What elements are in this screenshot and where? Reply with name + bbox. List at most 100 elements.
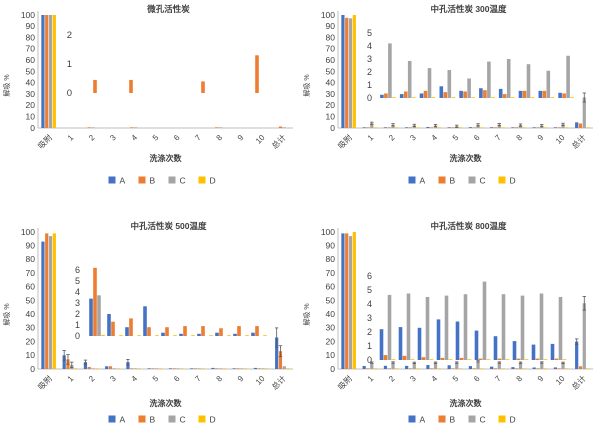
inset-bar-A-9	[538, 90, 543, 98]
x-tick-label: 总计	[569, 373, 587, 391]
y-tick-label: 80	[26, 254, 36, 264]
y-tick-label: 90	[26, 241, 36, 251]
inset-bar-A-1	[380, 94, 384, 98]
y-tick-label: 0	[330, 364, 335, 374]
x-tick-label: 2	[387, 374, 397, 384]
inset-tick-label: 2	[75, 309, 80, 319]
legend-label-B: B	[150, 415, 156, 425]
inset-bar-B-2	[403, 91, 408, 98]
inset-bar-D-7	[510, 97, 515, 98]
bar-D-1	[373, 127, 378, 128]
bar-D-吸附	[352, 232, 356, 369]
y-tick-label: 80	[326, 254, 336, 264]
inset-bar-C-10	[566, 55, 570, 98]
bar-C-总计	[282, 127, 286, 128]
inset-tick-label: 0	[367, 93, 372, 103]
legend-label-C: C	[480, 415, 486, 425]
inset-bar-D-7	[505, 359, 510, 360]
legend-label-B: B	[450, 176, 456, 186]
inset-tick-label: 4	[367, 41, 372, 51]
inset-bar-D-2	[119, 335, 123, 336]
inset-bar-C-4	[444, 295, 449, 360]
inset-bar-A-8	[512, 341, 517, 360]
bar-B-2	[87, 366, 91, 369]
bar-D-3	[416, 127, 420, 128]
bar-A-6	[468, 127, 473, 128]
inset-bar-D-6	[491, 97, 495, 98]
inset-bar-D-9	[245, 335, 249, 336]
bar-D-6	[480, 127, 484, 128]
x-tick-label: 吸附	[36, 373, 54, 391]
legend-swatch-C	[468, 176, 476, 184]
inset-tick-label: 5	[367, 285, 372, 295]
bar-C-7	[497, 362, 501, 369]
legend-swatch-A	[408, 176, 416, 184]
bar-B-1	[366, 127, 370, 128]
bar-A-7	[490, 127, 494, 128]
inset-bar-D-4	[451, 97, 456, 98]
y-tick-label: 70	[26, 268, 36, 278]
bar-D-4	[437, 127, 441, 128]
inset-bar-C-8	[520, 295, 525, 360]
chart-cell-1: 中孔活性炭 300温度 0 10 20 30 40 50 60 70 80 90 100 解吸 % 吸附 1…	[300, 0, 600, 217]
inset-bar-D-9	[550, 97, 555, 98]
inset-bar-B-10	[255, 326, 259, 336]
inset-bar-C-1	[388, 43, 392, 98]
bar-D-吸附	[52, 233, 56, 369]
inset-bar-C-10	[558, 297, 563, 360]
inset-bar-B-8	[201, 81, 205, 93]
bar-B-8	[215, 127, 219, 128]
bar-B-总计	[278, 351, 283, 369]
bar-A-8	[211, 367, 215, 369]
inset-bar-B-3	[129, 318, 133, 336]
bar-B-4	[130, 127, 134, 128]
bar-C-1	[370, 123, 374, 128]
bar-B-10	[557, 127, 561, 128]
y-tick-label: 20	[26, 100, 36, 110]
inset-bar-A-2	[107, 314, 111, 336]
y-tick-label: 70	[326, 268, 336, 278]
legend-label-D: D	[510, 415, 516, 425]
inset-bar-D-7	[209, 335, 213, 336]
bar-A-4	[426, 126, 430, 128]
inset-bar-B-1	[384, 93, 388, 98]
y-tick-label: 40	[26, 309, 36, 319]
bar-B-2	[387, 127, 391, 128]
inset-tick-label: 0	[75, 331, 80, 341]
y-tick-label: 50	[326, 295, 336, 305]
legend-label-D: D	[210, 176, 216, 186]
bar-B-4	[430, 127, 434, 128]
chart-title: 微孔活性炭	[146, 4, 190, 14]
chart-title: 中孔活性炭 300温度	[430, 4, 507, 14]
bar-A-6	[168, 368, 173, 369]
inset-bar-C-6	[482, 281, 487, 360]
bar-A-吸附	[341, 15, 345, 128]
bar-D-9	[543, 368, 548, 369]
y-tick-label: 30	[326, 323, 336, 333]
legend-label-B: B	[450, 415, 456, 425]
bar-A-5	[147, 368, 151, 369]
bar-D-总计	[586, 368, 590, 369]
y-tick-label: 80	[26, 32, 36, 42]
legend-label-A: A	[120, 176, 126, 186]
bar-A-2	[83, 362, 88, 369]
legend-swatch-B	[138, 176, 146, 184]
x-tick-label: 9	[536, 133, 546, 143]
inset-bar-D-1	[392, 97, 396, 98]
x-tick-label: 5	[151, 374, 161, 384]
inset-bar-B-5	[459, 357, 464, 360]
bar-D-2	[395, 368, 399, 369]
bar-A-3	[405, 127, 409, 128]
legend-label-C: C	[180, 176, 186, 186]
inset-bar-A-3	[125, 327, 129, 336]
bar-B-4	[130, 368, 134, 369]
y-tick-label: 50	[26, 66, 36, 76]
x-tick-label: 9	[536, 374, 546, 384]
bar-A-总计	[575, 341, 579, 369]
bar-C-吸附	[348, 18, 353, 128]
bar-A-10	[253, 367, 258, 369]
legend-swatch-B	[438, 176, 446, 184]
bar-B-吸附	[345, 17, 349, 129]
